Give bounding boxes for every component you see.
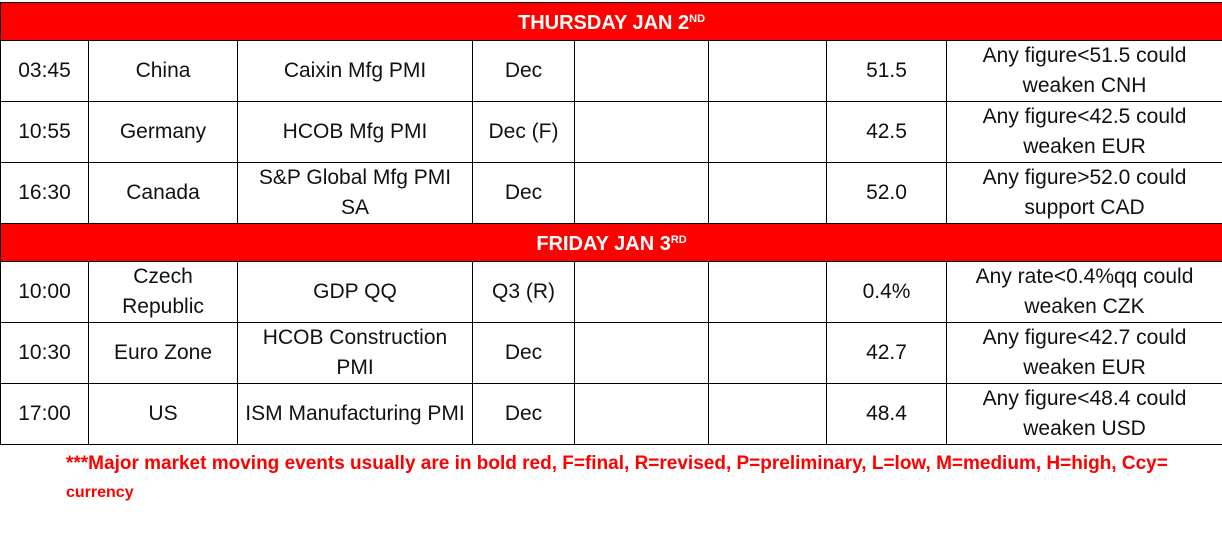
day-ordinal-suffix: RD	[670, 234, 687, 246]
cell-previous: 42.7	[826, 322, 947, 384]
day-label: THURSDAY JAN 2	[518, 12, 690, 34]
table-row: 03:45 China Caixin Mfg PMI Dec 51.5 Any figur…	[0, 40, 1222, 102]
cell-time: 17:00	[0, 383, 89, 445]
cell-col5	[574, 40, 709, 102]
cell-comment: Any figure>52.0 could support CAD	[945, 162, 1222, 224]
day-ordinal-suffix: ND	[689, 13, 706, 25]
cell-event: S&P Global Mfg PMI SA	[237, 162, 473, 224]
cell-comment: Any figure<48.4 could weaken USD	[945, 383, 1222, 445]
cell-time: 16:30	[0, 162, 89, 224]
cell-event: GDP QQ	[237, 261, 473, 323]
cell-event: HCOB Mfg PMI	[237, 101, 473, 163]
cell-col6	[708, 101, 827, 163]
cell-period: Dec (F)	[472, 101, 575, 163]
footnote: ***Major market moving events usually ar…	[66, 450, 1216, 506]
cell-col5	[574, 261, 709, 323]
table-row: 10:00 Czech Republic GDP QQ Q3 (R) 0.4% Any r…	[0, 261, 1222, 323]
cell-country: Germany	[88, 101, 238, 163]
cell-previous: 48.4	[826, 383, 947, 445]
cell-col6	[708, 162, 827, 224]
cell-previous: 0.4%	[826, 261, 947, 323]
cell-country: China	[88, 40, 238, 102]
cell-comment: Any figure<51.5 could weaken CNH	[945, 40, 1222, 102]
cell-col6	[708, 40, 827, 102]
cell-previous: 42.5	[826, 101, 947, 163]
cell-col6	[708, 261, 827, 323]
day-label: FRIDAY JAN 3	[536, 233, 671, 255]
cell-country: Czech Republic	[88, 261, 238, 323]
cell-event: HCOB Construction PMI	[237, 322, 473, 384]
cell-country: Euro Zone	[88, 322, 238, 384]
cell-col5	[574, 162, 709, 224]
cell-time: 03:45	[0, 40, 89, 102]
cell-event: Caixin Mfg PMI	[237, 40, 473, 102]
cell-col5	[574, 322, 709, 384]
cell-comment: Any rate<0.4%qq could weaken CZK	[945, 261, 1222, 323]
cell-period: Dec	[472, 322, 575, 384]
footnote-main: ***Major market moving events usually ar…	[66, 453, 1168, 474]
footnote-currency: currency	[66, 484, 134, 501]
cell-col6	[708, 383, 827, 445]
day-header: FRIDAY JAN 3RD	[0, 223, 1222, 262]
cell-period: Q3 (R)	[472, 261, 575, 323]
cell-previous: 52.0	[826, 162, 947, 224]
table-row: 10:55 Germany HCOB Mfg PMI Dec (F) 42.5 Any f…	[0, 101, 1222, 163]
cell-time: 10:55	[0, 101, 89, 163]
cell-event: ISM Manufacturing PMI	[237, 383, 473, 445]
cell-comment: Any figure<42.5 could weaken EUR	[945, 101, 1222, 163]
table-row: 16:30 Canada S&P Global Mfg PMI SA Dec 52.0 A…	[0, 162, 1222, 224]
day-header-cell: FRIDAY JAN 3RD	[0, 223, 1222, 262]
cell-previous: 51.5	[826, 40, 947, 102]
cell-comment: Any figure<42.7 could weaken EUR	[945, 322, 1222, 384]
day-header: THURSDAY JAN 2ND	[0, 2, 1222, 41]
cell-period: Dec	[472, 40, 575, 102]
cell-period: Dec	[472, 383, 575, 445]
cell-country: Canada	[88, 162, 238, 224]
cell-time: 10:00	[0, 261, 89, 323]
cell-col6	[708, 322, 827, 384]
cell-time: 10:30	[0, 322, 89, 384]
day-header-cell: THURSDAY JAN 2ND	[0, 2, 1222, 41]
cell-country: US	[88, 383, 238, 445]
table-row: 10:30 Euro Zone HCOB Construction PMI Dec 42…	[0, 322, 1222, 384]
table-row: 17:00 US ISM Manufacturing PMI Dec 48.4 Any f…	[0, 383, 1222, 445]
economic-calendar-table: THURSDAY JAN 2ND 03:45 China Caixin Mfg PMI…	[0, 2, 1222, 445]
cell-period: Dec	[472, 162, 575, 224]
cell-col5	[574, 101, 709, 163]
cell-col5	[574, 383, 709, 445]
